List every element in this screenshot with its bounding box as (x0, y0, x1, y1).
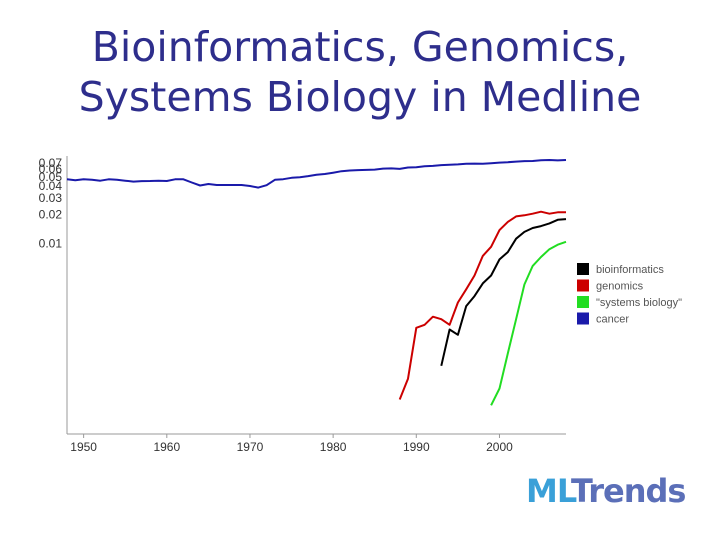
series-line-0 (440, 218, 567, 367)
y-tick-label: 0.07 (39, 156, 63, 170)
legend-label-3: cancer (596, 314, 629, 326)
x-tick-label: 2000 (486, 440, 513, 454)
series-layer (66, 159, 567, 406)
legend-swatch-2 (577, 296, 589, 308)
y-tick-label: 0.02 (39, 208, 63, 222)
series-line-3 (66, 159, 567, 189)
logo-ml: ML (526, 472, 572, 510)
chart-legend: bioinformatics genomics "systems biology" c… (577, 263, 682, 326)
x-tick-label: 1970 (237, 440, 264, 454)
y-tick-label: 0.05 (39, 170, 63, 184)
y-tick-label: 0.04 (39, 179, 63, 193)
legend-label-2: "systems biology" (596, 297, 682, 309)
series-line-2 (490, 240, 567, 406)
x-tick-label: 1980 (320, 440, 347, 454)
legend-label-1: genomics (596, 281, 644, 293)
legend-swatch-1 (577, 279, 589, 292)
logo-trends: Trends (570, 472, 687, 510)
y-tick-label: 0.03 (39, 191, 63, 205)
legend-label-0: bioinformatics (596, 264, 664, 276)
legend-swatch-3 (577, 312, 589, 325)
x-tick-label: 1950 (70, 440, 97, 454)
y-tick-label: 0.01 (39, 236, 63, 250)
mltrends-logo: MLTrends (526, 472, 687, 510)
x-tick-label: 1960 (153, 440, 180, 454)
legend-swatch-0 (577, 263, 589, 275)
title-line-2: Systems Biology in Medline (78, 73, 642, 121)
chart-axes: 1950 1960 1970 1980 1990 2000 0.070.060.050.04… (39, 156, 566, 454)
x-tick-label: 1990 (403, 440, 430, 454)
y-tick-label: 0.06 (39, 162, 63, 176)
title-line-1: Bioinformatics, Genomics, (91, 23, 629, 71)
series-line-1 (398, 210, 566, 400)
slide-title: Bioinformatics, Genomics, Systems Biolog… (0, 22, 720, 122)
